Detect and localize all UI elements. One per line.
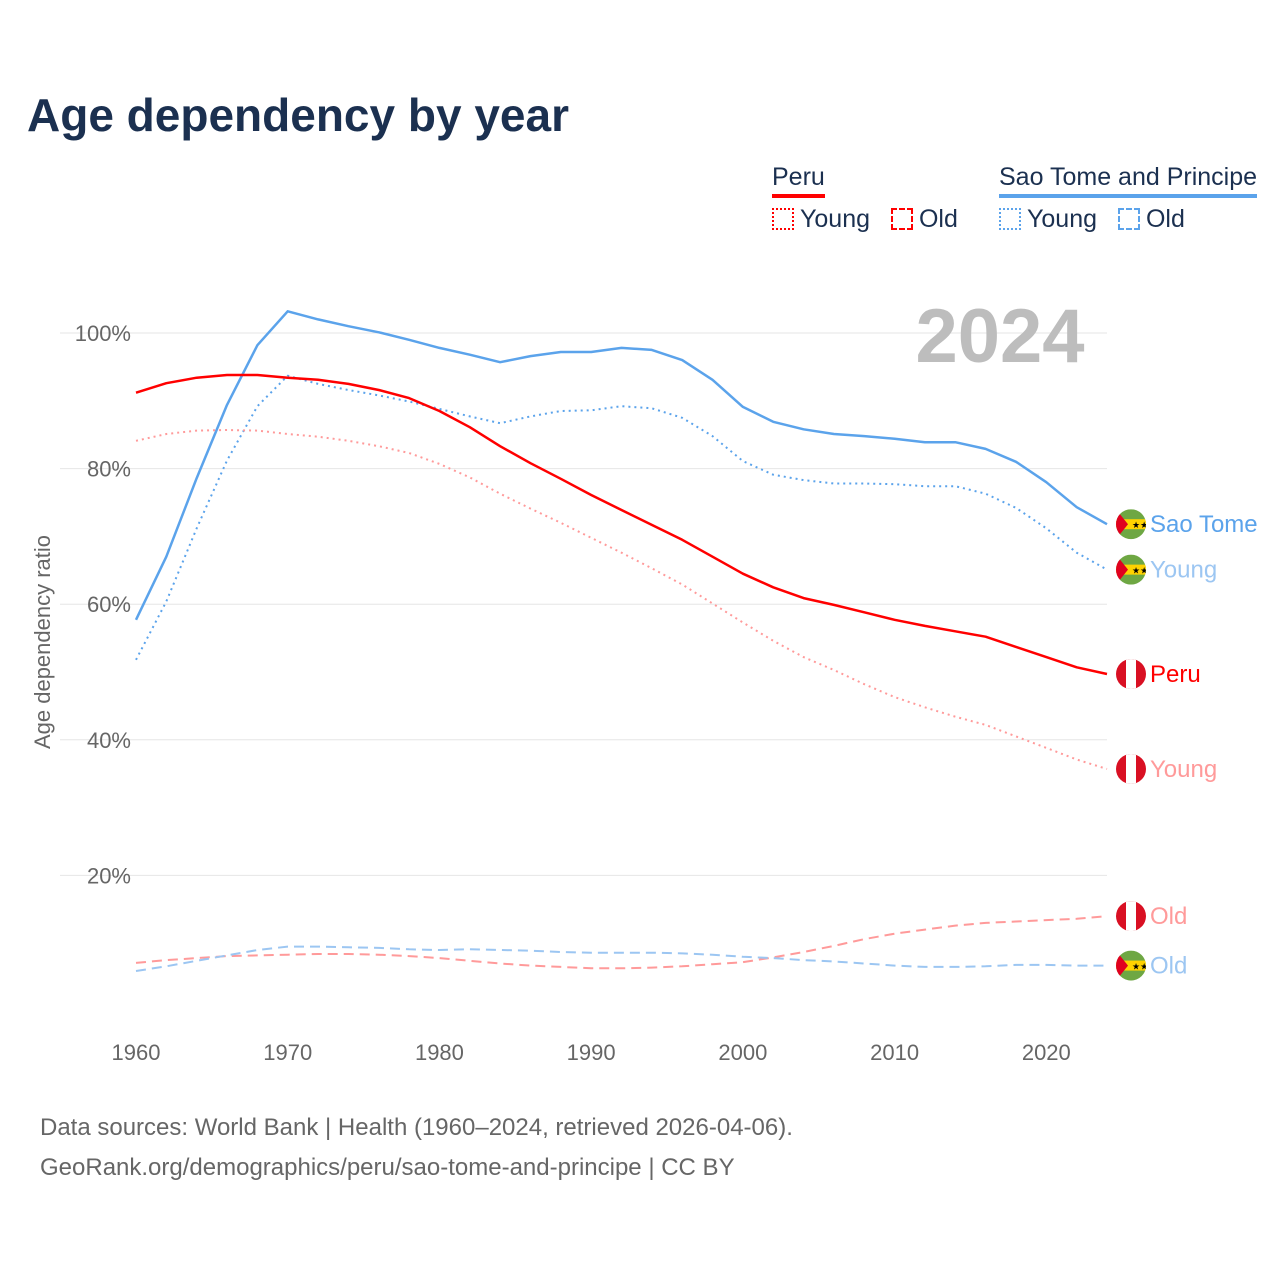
series-line-sao-tome-old xyxy=(135,945,1107,972)
end-label: Peru xyxy=(1150,661,1201,688)
legend-peru-old[interactable]: Old xyxy=(918,205,958,233)
chart-title: Age dependency by year xyxy=(27,89,569,141)
end-label: Sao Tome xyxy=(1150,511,1258,538)
x-tick-label: 2000 xyxy=(718,1040,767,1065)
dotted-swatch-icon xyxy=(772,208,794,230)
end-marker xyxy=(1116,753,1146,784)
end-label: Young xyxy=(1150,756,1217,783)
footer: Data sources: World Bank | Health (1960–… xyxy=(40,1108,793,1188)
end-label: Old xyxy=(1150,903,1187,930)
y-tick-label: 100% xyxy=(75,321,131,346)
series-line-peru-old xyxy=(135,915,1108,970)
svg-text:★★: ★★ xyxy=(1132,566,1148,576)
end-marker: ★★ xyxy=(1116,554,1148,585)
legend-peru-title: Peru xyxy=(772,163,825,198)
end-marker xyxy=(1116,659,1146,690)
legend-peru: Peru xyxy=(772,163,825,198)
sao-tome-flag-icon: ★★ xyxy=(1116,554,1148,585)
series-line-peru xyxy=(135,373,1108,676)
source-text: Data sources: World Bank | Health (1960–… xyxy=(40,1114,793,1141)
legend-stp-young[interactable]: Young xyxy=(1027,205,1097,233)
legend-stp-old[interactable]: Old xyxy=(1145,205,1185,233)
x-tick-label: 1990 xyxy=(567,1040,616,1065)
series-line-sao-tome xyxy=(134,310,1108,621)
sao-tome-flag-icon: ★★ xyxy=(1116,509,1148,540)
y-tick-label: 40% xyxy=(87,728,131,753)
svg-text:★★: ★★ xyxy=(1132,962,1148,972)
dotted-swatch-icon xyxy=(999,208,1021,230)
end-marker xyxy=(1116,901,1146,932)
series-line-sao-tome-young xyxy=(135,374,1108,661)
peru-flag-icon xyxy=(1116,901,1146,932)
y-tick-label: 80% xyxy=(87,457,131,482)
legend-peru-young[interactable]: Young xyxy=(800,205,870,233)
year-watermark: 2024 xyxy=(915,294,1084,379)
end-marker: ★★ xyxy=(1116,950,1148,981)
peru-flag-icon xyxy=(1116,753,1146,784)
end-marker: ★★ xyxy=(1116,509,1148,540)
peru-flag-icon xyxy=(1116,659,1146,690)
y-axis-label: Age dependency ratio xyxy=(30,535,55,749)
legend-stp-title: Sao Tome and Principe xyxy=(999,163,1258,198)
dashed-swatch-icon xyxy=(890,208,913,230)
legend-stp-items: Young Old xyxy=(999,205,1185,234)
y-tick-label: 60% xyxy=(87,592,131,617)
svg-text:★★: ★★ xyxy=(1132,520,1148,530)
x-tick-label: 1980 xyxy=(415,1040,464,1065)
x-tick-label: 2010 xyxy=(870,1040,919,1065)
source-url[interactable]: GeoRank.org/demographics/peru/sao-tome-a… xyxy=(40,1154,735,1181)
legend-peru-items: Young Old xyxy=(772,205,958,234)
end-label: Old xyxy=(1150,953,1187,980)
end-label: Young xyxy=(1150,557,1217,584)
x-tick-label: 2020 xyxy=(1022,1040,1071,1065)
dashed-swatch-icon xyxy=(1117,208,1140,230)
x-tick-label: 1960 xyxy=(112,1040,161,1065)
y-tick-label: 20% xyxy=(87,863,131,888)
x-tick-label: 1970 xyxy=(263,1040,312,1065)
series-line-peru-young xyxy=(135,429,1108,770)
sao-tome-flag-icon: ★★ xyxy=(1116,950,1148,981)
legend-stp: Sao Tome and Principe xyxy=(999,163,1258,198)
